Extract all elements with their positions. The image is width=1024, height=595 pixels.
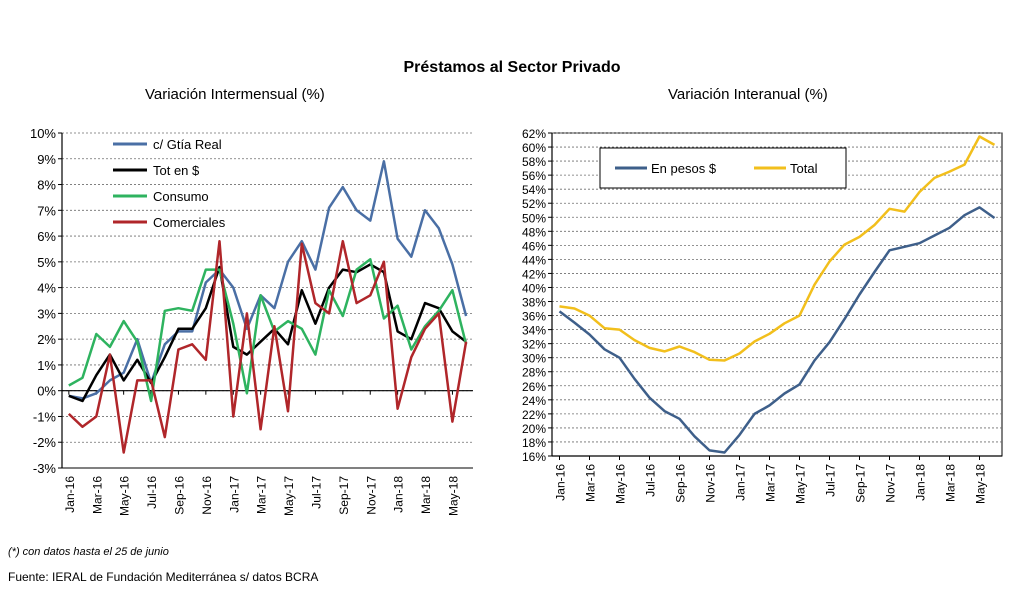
x-tick-label: Nov-16 <box>704 464 718 503</box>
right-chart-title: Variación Interanual (%) <box>668 86 828 103</box>
y-tick-label: 60% <box>522 141 546 155</box>
source-text: Fuente: IERAL de Fundación Mediterránea … <box>8 570 319 584</box>
legend-label: Tot en $ <box>153 163 200 178</box>
y-tick-label: -2% <box>33 435 57 450</box>
legend: En pesos $ Total <box>599 147 847 189</box>
y-tick-label: 22% <box>522 408 546 422</box>
y-tick-label: 9% <box>37 152 56 167</box>
y-tick-label: -3% <box>33 461 57 476</box>
x-tick-label: Nov-17 <box>364 476 378 515</box>
x-tick-label: Sep-16 <box>674 464 688 503</box>
footnote: (*) con datos hasta el 25 de junio <box>8 546 169 558</box>
y-tick-label: 4% <box>37 281 56 296</box>
y-tick-label: 44% <box>522 253 546 267</box>
y-tick-label: 16% <box>522 450 546 464</box>
legend: c/ Gtía Real Tot en $ Consumo Comerciales <box>113 137 226 230</box>
legend-label: c/ Gtía Real <box>153 137 222 152</box>
y-tick-label: 36% <box>522 310 546 324</box>
x-tick-label: Jan-18 <box>914 464 928 501</box>
series-line <box>68 160 468 400</box>
x-tick-label: Jul-17 <box>309 476 323 509</box>
y-tick-label: 62% <box>522 127 546 141</box>
y-tick-label: 5% <box>37 255 56 270</box>
y-tick-label: 48% <box>522 225 546 239</box>
y-tick-label: 50% <box>522 211 546 225</box>
x-tick-label: Nov-16 <box>200 476 214 515</box>
y-tick-label: 8% <box>37 178 56 193</box>
y-tick-label: 18% <box>522 436 546 450</box>
x-tick-label: Jul-16 <box>145 476 159 509</box>
y-tick-label: 42% <box>522 267 546 281</box>
x-tick-label: Mar-18 <box>944 464 958 502</box>
x-tick-label: Jan-16 <box>554 464 568 501</box>
x-tick-label: Jan-18 <box>392 476 406 513</box>
legend-label: Total <box>790 161 818 176</box>
series-line <box>558 206 996 454</box>
y-tick-label: 40% <box>522 281 546 295</box>
x-tick-label: May-18 <box>974 464 988 504</box>
y-tick-label: 28% <box>522 366 546 380</box>
y-tick-label: 10% <box>30 126 56 141</box>
x-tick-label: Jan-16 <box>63 476 77 513</box>
y-tick-label: 20% <box>522 422 546 436</box>
x-tick-label: Jan-17 <box>227 476 241 513</box>
x-tick-label: Mar-17 <box>255 476 269 514</box>
series-line <box>68 263 467 403</box>
y-tick-label: 32% <box>522 338 546 352</box>
y-tick-label: 26% <box>522 380 546 394</box>
y-tick-label: 58% <box>522 155 546 169</box>
y-tick-label: 24% <box>522 394 546 408</box>
y-tick-label: 38% <box>522 296 546 310</box>
x-tick-label: Jul-16 <box>644 464 658 497</box>
x-tick-label: May-17 <box>794 464 808 504</box>
y-tick-label: 7% <box>37 203 56 218</box>
y-tick-label: 6% <box>37 229 56 244</box>
x-tick-label: Nov-17 <box>884 464 898 503</box>
x-tick-label: Mar-16 <box>90 476 104 514</box>
x-tick-label: Mar-18 <box>419 476 433 514</box>
x-tick-label: May-16 <box>118 476 132 516</box>
x-tick-label: Jan-17 <box>734 464 748 501</box>
legend-label: Consumo <box>153 189 209 204</box>
x-tick-label: May-18 <box>446 476 460 516</box>
legend-label: Comerciales <box>153 215 226 230</box>
series-line <box>68 258 468 403</box>
x-tick-label: May-17 <box>282 476 296 516</box>
y-tick-label: 54% <box>522 183 546 197</box>
chart-intermensual: 10% 9% 8% 7% 6% 5% 4% 3% 2% 1% 0% -1% -2% -3% Jan-16 Ma… <box>30 126 473 516</box>
y-tick-label: 2% <box>37 332 56 347</box>
x-tick-label: Mar-16 <box>584 464 598 502</box>
main-title: Préstamos al Sector Privado <box>403 59 621 76</box>
left-chart-title: Variación Intermensual (%) <box>145 86 325 103</box>
y-tick-label: 0% <box>37 384 56 399</box>
y-tick-label: 30% <box>522 352 546 366</box>
x-tick-label: Sep-17 <box>854 464 868 503</box>
legend-label: En pesos $ <box>651 161 717 176</box>
x-tick-label: Sep-16 <box>172 476 186 515</box>
y-tick-label: 56% <box>522 169 546 183</box>
y-tick-label: -1% <box>33 409 57 424</box>
x-tick-label: May-16 <box>614 464 628 504</box>
y-tick-label: 1% <box>37 358 56 373</box>
x-tick-label: Jul-17 <box>824 464 838 497</box>
y-tick-label: 46% <box>522 239 546 253</box>
y-tick-label: 52% <box>522 197 546 211</box>
x-tick-label: Sep-17 <box>337 476 351 515</box>
y-tick-label: 34% <box>522 324 546 338</box>
chart-interanual: 62%60%58%56%54%52%50%48%46%44%42%40%38%3… <box>522 127 1003 504</box>
x-tick-label: Mar-17 <box>764 464 778 502</box>
series-line <box>67 239 468 454</box>
series-line <box>559 135 996 362</box>
y-tick-label: 3% <box>37 306 56 321</box>
